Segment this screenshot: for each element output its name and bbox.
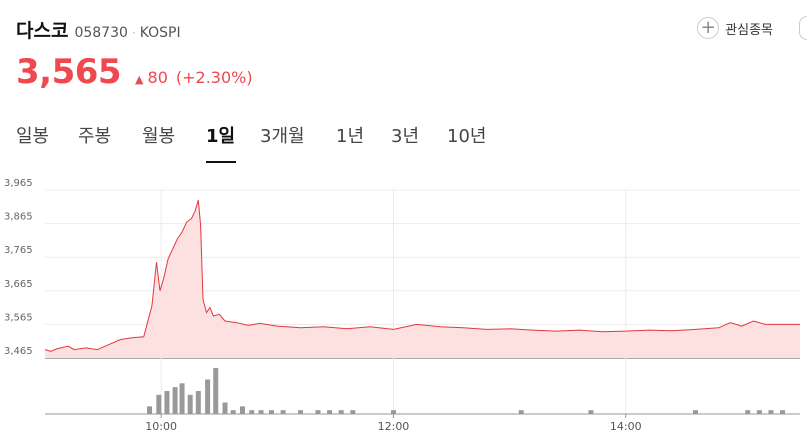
volume-bar <box>205 379 211 414</box>
tab-1day[interactable]: 1일 <box>206 126 236 147</box>
y-axis: 3,965 3,865 3,765 3,665 3,565 3,465 <box>4 178 33 357</box>
volume-bar <box>179 383 185 414</box>
volume-bar <box>298 410 304 414</box>
volume-bar <box>756 410 762 414</box>
intraday-chart: 3,965 3,865 3,765 3,665 3,565 3,465 10:00 12:0… <box>4 178 800 433</box>
separator-dot: · <box>131 26 136 40</box>
volume-bar <box>315 410 321 414</box>
volume-bar <box>249 410 255 414</box>
volume-bar <box>338 410 344 414</box>
up-arrow-icon: ▲ <box>135 73 144 86</box>
stock-header: 다스코 058730 · KOSPI <box>16 16 181 43</box>
volume-bar <box>390 410 396 414</box>
price-area-fill <box>45 200 800 358</box>
tab-daily[interactable]: 일봉 <box>16 126 50 147</box>
tab-3month[interactable]: 3개월 <box>260 126 305 147</box>
period-tabs: 일봉 주봉 월봉 1일 3개월 1년 3년 10년 <box>0 118 807 164</box>
active-tab-underline <box>206 161 236 163</box>
volume-bar <box>164 391 170 414</box>
volume-bar <box>280 410 286 414</box>
y-tick-label: 3,965 <box>4 178 33 189</box>
stock-code: 058730 <box>74 25 128 41</box>
tab-1year[interactable]: 1년 <box>336 126 365 147</box>
volume-bar <box>195 391 201 414</box>
volume-bar <box>745 410 751 414</box>
volume-bar <box>258 410 264 414</box>
tab-10year[interactable]: 10년 <box>447 126 487 147</box>
volume-bar <box>239 406 245 414</box>
x-tick-label: 14:00 <box>610 420 642 433</box>
volume-series <box>147 368 786 414</box>
volume-bar <box>230 410 236 414</box>
volume-bar <box>518 410 524 414</box>
y-tick-label: 3,665 <box>4 279 33 290</box>
stock-name: 다스코 <box>16 20 69 42</box>
partial-button-edge[interactable] <box>799 16 807 40</box>
watchlist-button[interactable]: + 관심종목 <box>697 17 773 39</box>
volume-bar <box>222 402 228 414</box>
volume-bar <box>350 410 356 414</box>
volume-bar <box>187 394 193 414</box>
price-series <box>44 199 800 358</box>
price-line <box>44 199 800 352</box>
volume-bar <box>269 410 274 414</box>
y-tick-label: 3,465 <box>4 346 33 357</box>
y-tick-label: 3,865 <box>4 212 33 223</box>
quote-row: 3,565 ▲ 80 (+2.30%) <box>16 52 253 92</box>
price-change-percent: (+2.30%) <box>175 68 253 87</box>
volume-bar <box>327 410 333 414</box>
volume-bar <box>768 410 774 414</box>
volume-bar <box>172 387 178 414</box>
market-label: KOSPI <box>139 25 181 41</box>
y-tick-label: 3,565 <box>4 312 33 323</box>
price-change: 80 <box>147 68 168 87</box>
volume-bar <box>780 410 786 414</box>
volume-bar <box>588 410 594 414</box>
volume-bar <box>213 368 219 414</box>
x-tick-label: 12:00 <box>378 420 410 433</box>
volume-bar <box>147 406 153 414</box>
tab-monthly[interactable]: 월봉 <box>142 126 176 147</box>
tab-weekly[interactable]: 주봉 <box>78 126 112 147</box>
plus-icon[interactable]: + <box>697 17 720 39</box>
watchlist-label: 관심종목 <box>725 22 773 38</box>
current-price: 3,565 <box>16 52 122 92</box>
x-axis: 10:00 12:00 14:00 <box>145 420 641 433</box>
volume-bar <box>692 410 698 414</box>
tab-3year[interactable]: 3년 <box>391 126 420 147</box>
y-tick-label: 3,765 <box>4 245 33 256</box>
x-tick-label: 10:00 <box>145 420 177 433</box>
volume-bar <box>156 394 162 414</box>
